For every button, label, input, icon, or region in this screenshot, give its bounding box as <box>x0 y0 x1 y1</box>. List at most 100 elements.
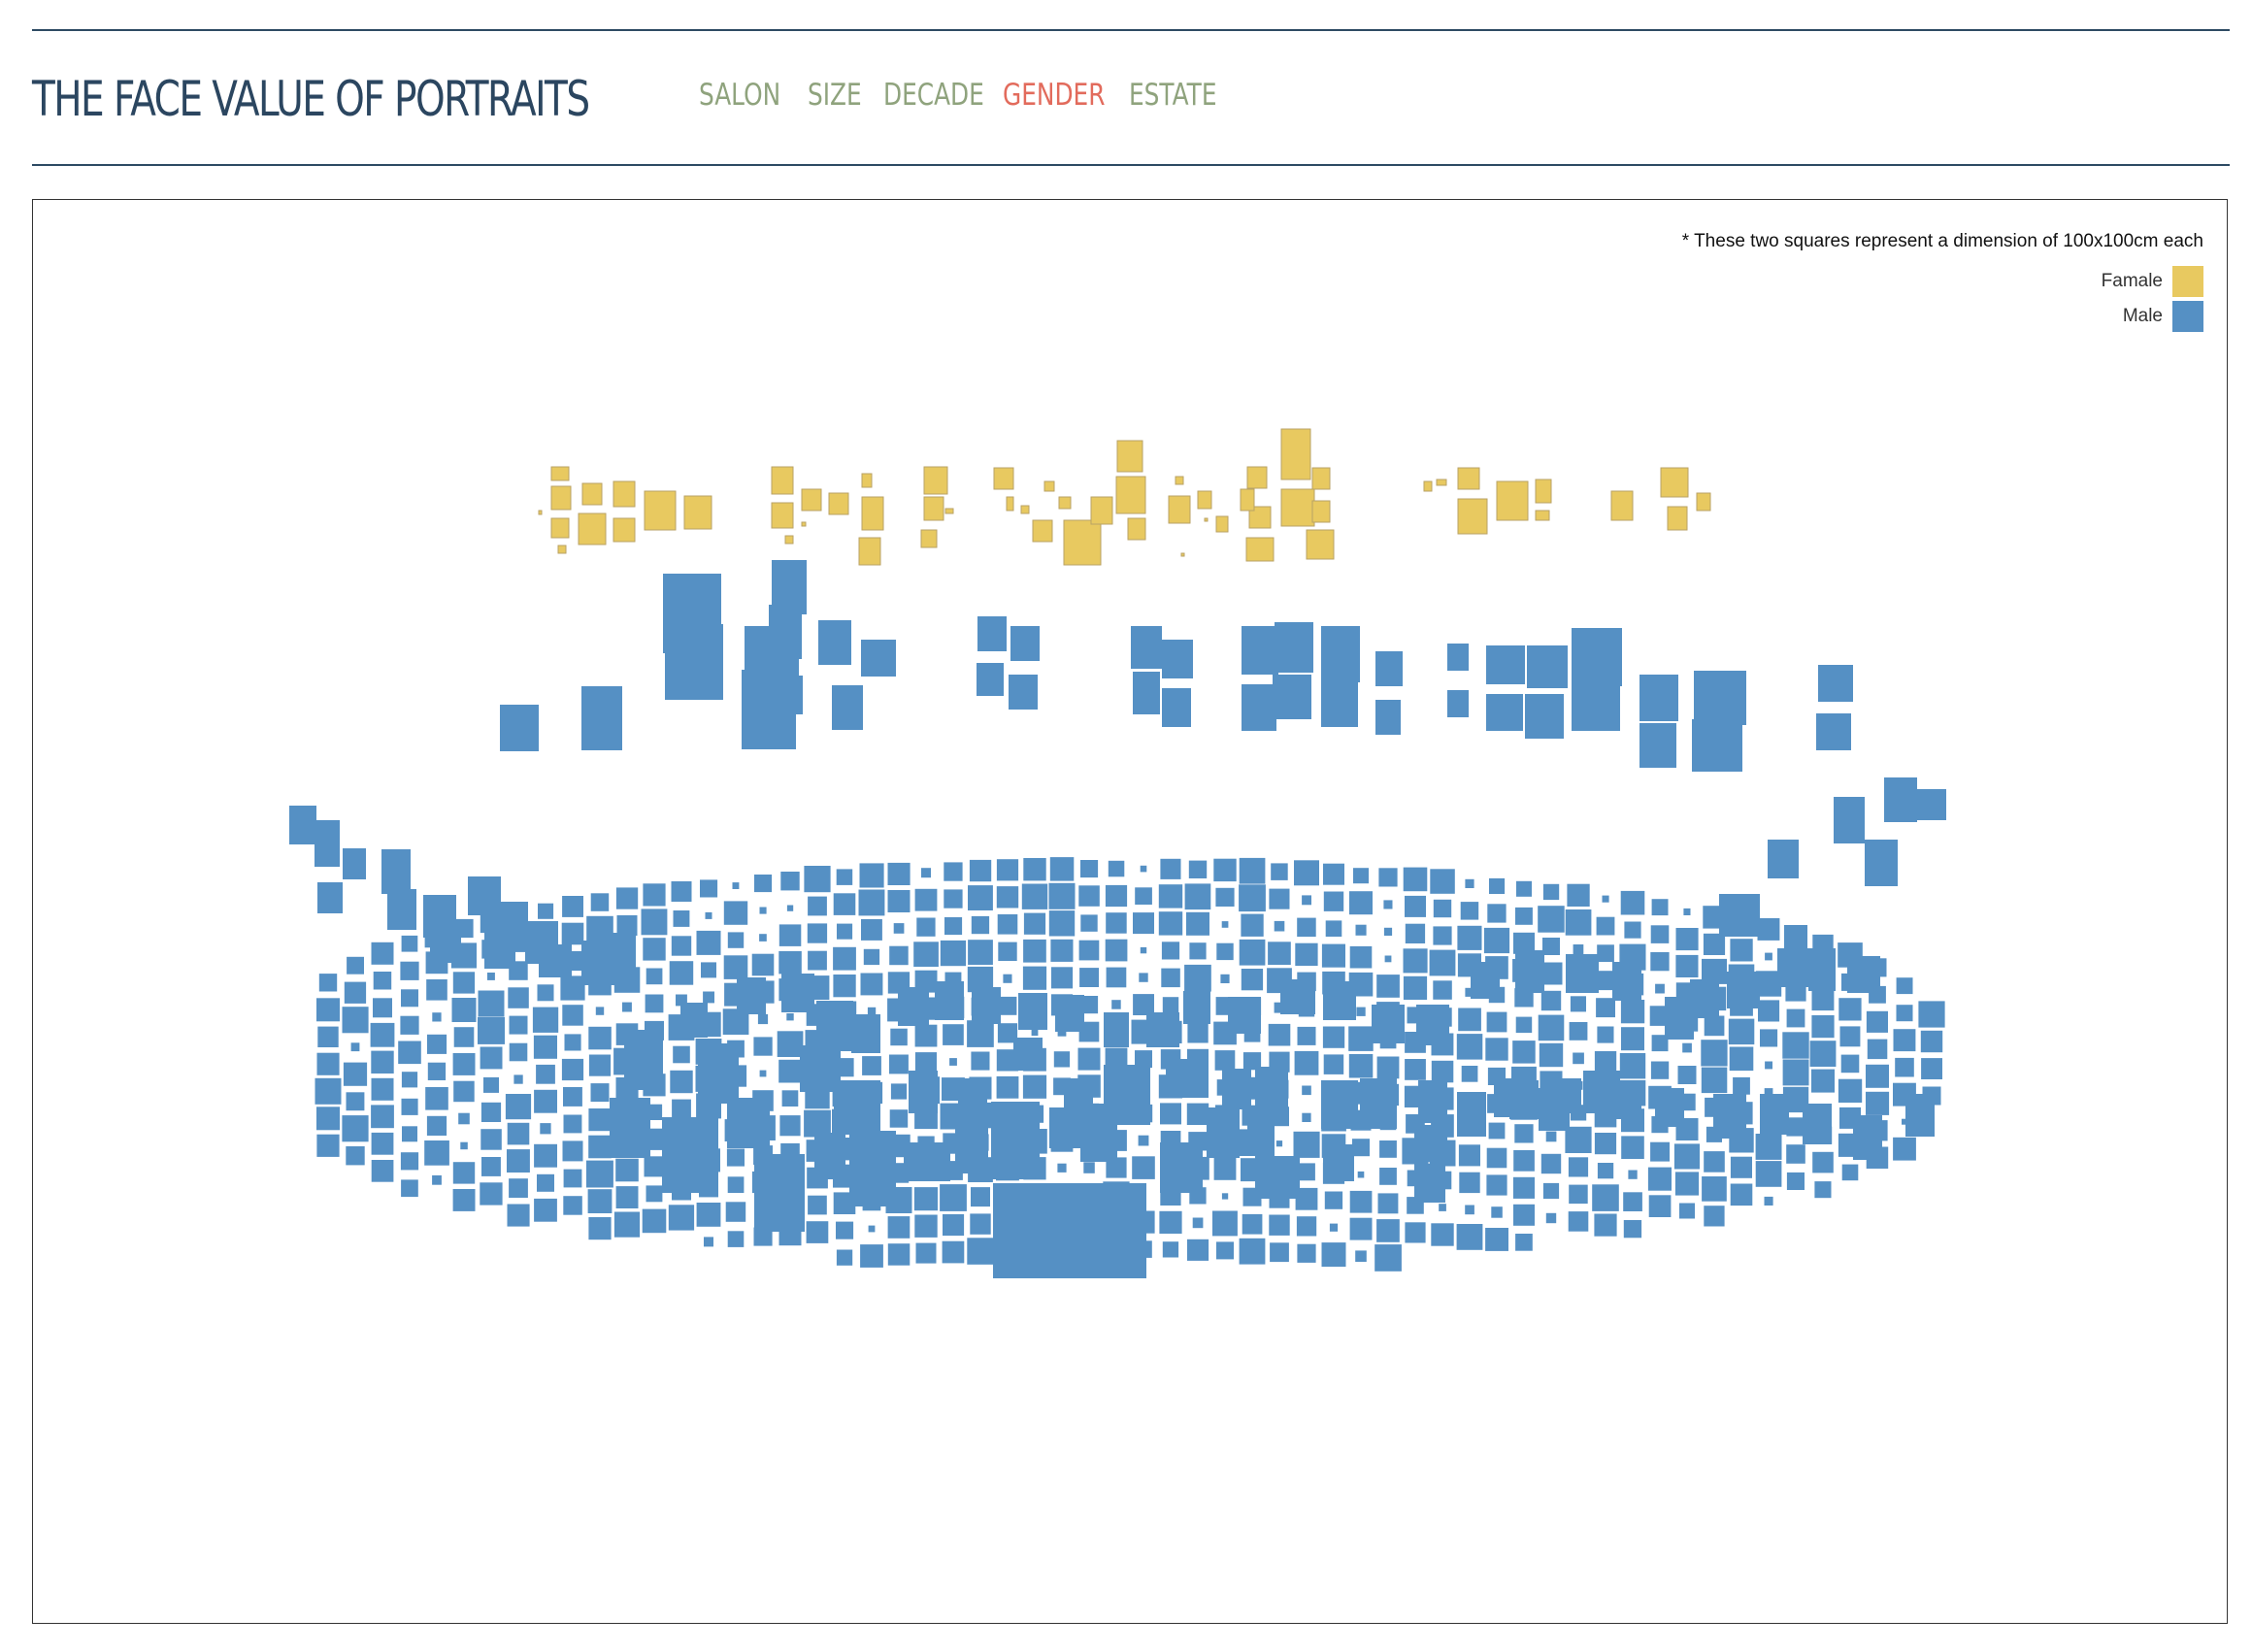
male-portrait-square <box>427 1062 447 1080</box>
male-portrait-square <box>646 1185 663 1203</box>
male-portrait-square <box>1009 675 1038 710</box>
male-portrait-square <box>700 879 718 898</box>
male-portrait-square <box>1896 1005 1913 1022</box>
male-portrait-square <box>315 1077 342 1105</box>
male-portrait-square <box>727 932 745 948</box>
female-portrait-square <box>1043 480 1055 492</box>
male-portrait-square <box>1405 1059 1426 1080</box>
male-portrait-square <box>1834 797 1865 843</box>
male-portrait-square <box>833 893 856 915</box>
male-portrait-square <box>1106 912 1127 934</box>
nav-salon[interactable]: SALON <box>699 78 781 113</box>
male-portrait-square <box>759 1070 767 1077</box>
female-portrait-square <box>1245 537 1275 562</box>
male-portrait-square <box>316 1052 340 1075</box>
male-portrait-square <box>317 1026 339 1047</box>
male-portrait-square <box>943 1214 965 1237</box>
male-portrait-square <box>588 1026 612 1050</box>
male-portrait-square <box>1569 1022 1588 1041</box>
male-portrait-square <box>1539 1088 1570 1131</box>
male-portrait-square <box>316 1134 340 1157</box>
male-portrait-square <box>1323 863 1344 885</box>
male-portrait-square <box>1431 1060 1454 1083</box>
nav-decade[interactable]: DECADE <box>883 78 984 113</box>
male-portrait-square <box>401 1098 418 1115</box>
male-portrait-square <box>615 1186 639 1208</box>
male-portrait-square <box>836 1221 854 1239</box>
male-portrait-square <box>588 1054 612 1076</box>
male-portrait-square <box>1379 1140 1397 1158</box>
male-portrait-square <box>1594 1213 1617 1237</box>
male-portrait-square <box>914 1052 937 1074</box>
male-portrait-square <box>342 1115 369 1142</box>
male-portrait-square <box>971 1187 990 1207</box>
male-portrait-square <box>1515 950 1544 993</box>
female-portrait-square <box>771 502 794 529</box>
male-portrait-square <box>867 1007 877 1016</box>
nav-size[interactable]: SIZE <box>808 78 862 113</box>
male-portrait-square <box>833 946 856 971</box>
male-portrait-square <box>1730 1183 1753 1206</box>
male-portrait-square <box>1349 891 1373 915</box>
male-portrait-square <box>1701 1067 1728 1094</box>
male-portrait-square <box>672 1099 691 1119</box>
male-portrait-square <box>916 917 936 937</box>
male-portrait-square <box>668 1205 695 1231</box>
male-portrait-square <box>1915 789 1946 820</box>
male-portrait-square <box>967 1238 994 1265</box>
male-portrait-square <box>1489 877 1506 894</box>
male-portrait-square <box>641 909 668 936</box>
male-portrait-square <box>1433 980 1452 1000</box>
male-portrait-square <box>745 626 799 708</box>
male-portrait-square <box>615 1158 639 1182</box>
male-portrait-square <box>1447 690 1469 717</box>
male-portrait-square <box>1456 1224 1483 1250</box>
male-portrait-square <box>1921 1058 1942 1079</box>
male-portrait-square <box>533 1035 557 1059</box>
male-portrait-square <box>1513 1150 1535 1172</box>
male-portrait-square <box>1187 1022 1209 1043</box>
female-portrait-square <box>801 521 807 527</box>
male-portrait-square <box>1838 998 1862 1021</box>
female-portrait-square <box>1610 490 1634 521</box>
male-portrait-square <box>1418 1080 1447 1123</box>
male-portrait-square <box>1729 1046 1754 1072</box>
nav-gender[interactable]: GENDER <box>1003 78 1106 113</box>
male-portrait-square <box>1542 938 1560 955</box>
male-portrait-square <box>346 1092 365 1111</box>
male-portrait-square <box>432 1012 442 1022</box>
male-portrait-square <box>725 1202 746 1222</box>
male-portrait-square <box>1375 700 1401 735</box>
male-portrait-square <box>859 863 884 888</box>
male-portrait-square <box>1619 1053 1646 1079</box>
male-portrait-square <box>432 1174 442 1185</box>
male-portrait-square <box>1228 997 1261 1034</box>
male-portrait-square <box>452 1053 476 1075</box>
female-portrait-square <box>1280 488 1315 527</box>
male-portrait-square <box>754 1154 805 1232</box>
male-portrait-square <box>887 1243 911 1266</box>
male-portrait-square <box>1242 684 1276 731</box>
male-portrait-square <box>1920 1030 1943 1053</box>
male-portrait-square <box>1139 973 1148 982</box>
male-portrait-square <box>381 849 411 894</box>
male-portrait-square <box>1187 1239 1209 1261</box>
male-portrait-square <box>807 923 828 943</box>
male-portrait-square <box>1183 991 1210 1024</box>
female-portrait-square <box>923 466 948 495</box>
male-portrait-square <box>1357 1171 1365 1178</box>
male-portrait-square <box>480 1046 503 1070</box>
female-portrait-square <box>1667 506 1688 531</box>
male-portrait-square <box>1160 1142 1203 1193</box>
male-portrait-square <box>662 1117 718 1193</box>
male-portrait-square <box>1214 1050 1236 1071</box>
male-portrait-square <box>424 1140 449 1166</box>
male-portrait-square <box>1809 1041 1837 1067</box>
male-portrait-square <box>996 886 1019 909</box>
male-portrait-square <box>318 974 338 992</box>
male-portrait-square <box>1429 949 1456 976</box>
nav-estate[interactable]: ESTATE <box>1129 78 1217 113</box>
male-portrait-square <box>1459 1172 1480 1194</box>
male-portrait-square <box>1650 925 1670 943</box>
male-portrait-square <box>944 862 963 881</box>
